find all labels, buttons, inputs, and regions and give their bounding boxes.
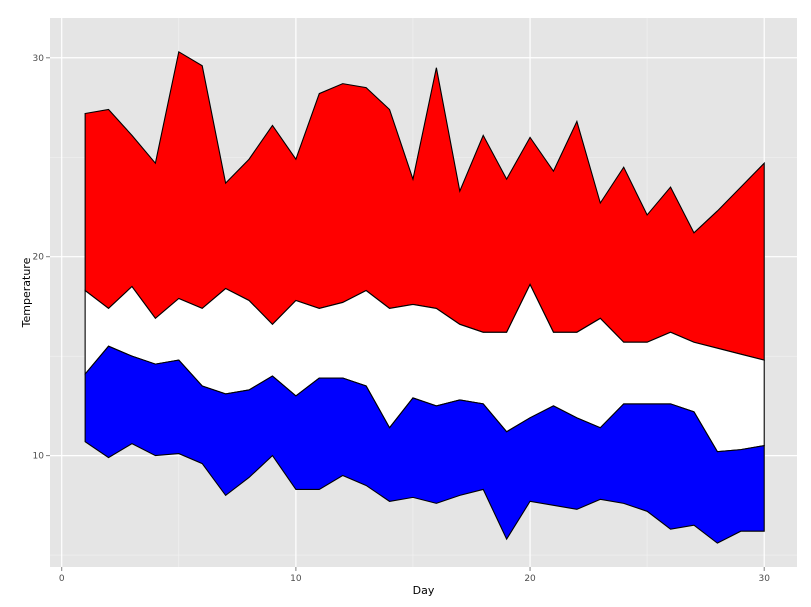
x-tick-label: 0 — [59, 574, 65, 584]
x-tick-label: 30 — [758, 574, 770, 584]
y-tick-labels: 10 20 30 — [33, 54, 45, 462]
y-tick-label: 20 — [33, 253, 45, 263]
x-axis-title: Day — [413, 584, 435, 597]
bands — [84, 50, 765, 544]
x-tick-label: 20 — [524, 574, 536, 584]
x-tick-label: 10 — [290, 574, 302, 584]
x-tick-labels: 0 10 20 30 — [59, 574, 770, 584]
y-tick-label: 10 — [33, 452, 45, 462]
y-axis-title: Temperature — [20, 257, 33, 328]
y-tick-label: 30 — [33, 54, 45, 64]
axis-ticks — [46, 57, 765, 571]
band-3 — [84, 345, 765, 544]
